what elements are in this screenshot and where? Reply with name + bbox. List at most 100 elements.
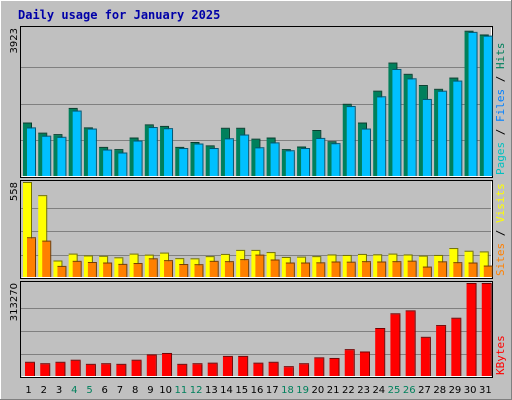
day-label-29: 29 <box>449 385 462 396</box>
bar-kbytes-day-20 <box>314 358 324 376</box>
bar-files-day-22 <box>346 107 355 176</box>
bar-sites-day-11 <box>179 265 188 277</box>
day-label-17: 17 <box>266 385 279 396</box>
day-label-11: 11 <box>175 385 188 396</box>
bar-kbytes-day-26 <box>405 311 415 376</box>
panel-bot: 313270 KBytes <box>9 281 507 378</box>
day-label-5: 5 <box>86 385 92 396</box>
bar-files-day-13 <box>209 149 218 176</box>
bar-kbytes-day-16 <box>253 363 263 376</box>
bar-kbytes-day-30 <box>466 284 476 376</box>
bar-files-day-21 <box>331 144 340 176</box>
panel-top: 3923 Pages / Files / Hits <box>9 26 507 178</box>
day-label-15: 15 <box>235 385 248 396</box>
bar-hits-day-16 <box>251 139 260 176</box>
bar-files-day-2 <box>42 136 51 176</box>
bar-files-day-18 <box>285 151 294 176</box>
bar-kbytes-day-29 <box>451 318 461 376</box>
legend-entry-top-1: / <box>494 122 507 142</box>
chart-panels: 3923 Pages / Files / Hits 558 Sites / Visit… <box>9 26 507 378</box>
bar-sites-day-15 <box>240 260 249 277</box>
legend-entry-mid-2: Visits <box>494 183 507 223</box>
bar-kbytes-day-8 <box>131 360 141 376</box>
bar-kbytes-day-14 <box>222 356 232 376</box>
bar-files-day-16 <box>255 148 264 176</box>
bar-kbytes-day-2 <box>40 364 50 376</box>
panel-bot-ymax-label: 313270 <box>9 283 20 321</box>
bar-sites-day-8 <box>133 264 142 277</box>
bar-files-day-4 <box>72 111 81 176</box>
bar-files-day-25 <box>392 69 401 176</box>
bar-files-day-19 <box>301 149 310 176</box>
bar-sites-day-27 <box>422 267 431 277</box>
bar-files-day-27 <box>422 99 431 176</box>
legend-entry-top-3: / <box>494 69 507 89</box>
day-label-19: 19 <box>296 385 309 396</box>
bar-kbytes-day-10 <box>162 353 172 376</box>
day-label-24: 24 <box>372 385 385 396</box>
day-label-10: 10 <box>159 385 172 396</box>
day-label-14: 14 <box>220 385 233 396</box>
day-label-31: 31 <box>479 385 492 396</box>
panel-mid-legend: Sites / Visits <box>494 183 507 276</box>
day-label-6: 6 <box>102 385 108 396</box>
day-label-21: 21 <box>327 385 340 396</box>
day-label-13: 13 <box>205 385 218 396</box>
legend-entry-top-0: Pages <box>494 142 507 175</box>
bar-kbytes-day-28 <box>436 326 446 376</box>
day-label-25: 25 <box>388 385 401 396</box>
panel-bot-frame <box>20 281 493 378</box>
bar-files-day-9 <box>148 128 157 176</box>
day-label-12: 12 <box>190 385 203 396</box>
day-label-7: 7 <box>117 385 123 396</box>
bar-kbytes-day-31 <box>481 284 491 376</box>
panel-mid-ymax-label: 558 <box>9 182 20 201</box>
bar-files-day-14 <box>224 139 233 176</box>
day-label-23: 23 <box>357 385 370 396</box>
day-label-1: 1 <box>25 385 31 396</box>
bar-sites-day-25 <box>392 262 401 277</box>
bar-kbytes-day-27 <box>420 337 430 376</box>
bar-files-day-31 <box>483 36 492 177</box>
day-label-27: 27 <box>418 385 431 396</box>
day-label-26: 26 <box>403 385 416 396</box>
bar-files-day-1 <box>27 128 35 176</box>
bar-sites-day-28 <box>438 262 447 277</box>
bar-kbytes-day-15 <box>238 356 248 376</box>
panel-top-legend: Pages / Files / Hits <box>494 43 507 176</box>
panel-mid-frame <box>20 180 493 279</box>
bar-files-day-30 <box>468 32 477 177</box>
bar-kbytes-day-19 <box>299 364 309 376</box>
bar-sites-day-10 <box>164 261 173 277</box>
bar-files-day-28 <box>438 91 447 176</box>
day-label-8: 8 <box>132 385 138 396</box>
bar-files-day-15 <box>240 135 249 176</box>
bar-sites-day-3 <box>57 266 66 277</box>
bar-files-day-20 <box>316 138 325 176</box>
day-label-28: 28 <box>433 385 446 396</box>
day-label-16: 16 <box>251 385 264 396</box>
bar-files-day-26 <box>407 79 416 176</box>
panel-bot-legend: KBytes <box>494 335 507 375</box>
day-axis-labels: 1 2 3 4 5 6 7 8 9 10 11 12 13 14 15 16 17 18 19 20 21 22 23 24 2… <box>25 385 491 396</box>
bar-kbytes-day-7 <box>116 364 126 376</box>
bar-files-day-8 <box>133 141 142 176</box>
bar-kbytes-day-3 <box>55 362 65 376</box>
bar-kbytes-day-17 <box>268 362 278 376</box>
panel-mid: 558 Sites / Visits <box>9 180 507 279</box>
bar-kbytes-day-23 <box>359 352 369 376</box>
day-label-2: 2 <box>41 385 47 396</box>
bar-files-day-11 <box>179 149 188 176</box>
bar-kbytes-day-24 <box>375 329 385 376</box>
bar-sites-day-13 <box>209 261 218 277</box>
bar-files-day-23 <box>361 129 370 176</box>
bar-sites-day-17 <box>270 260 279 277</box>
legend-entry-mid-0: Sites <box>494 243 507 276</box>
bar-files-day-5 <box>87 129 96 176</box>
bar-kbytes-day-12 <box>192 364 202 376</box>
bar-sites-day-2 <box>42 241 51 277</box>
bar-kbytes-day-25 <box>390 314 400 376</box>
bar-sites-day-19 <box>301 263 310 277</box>
